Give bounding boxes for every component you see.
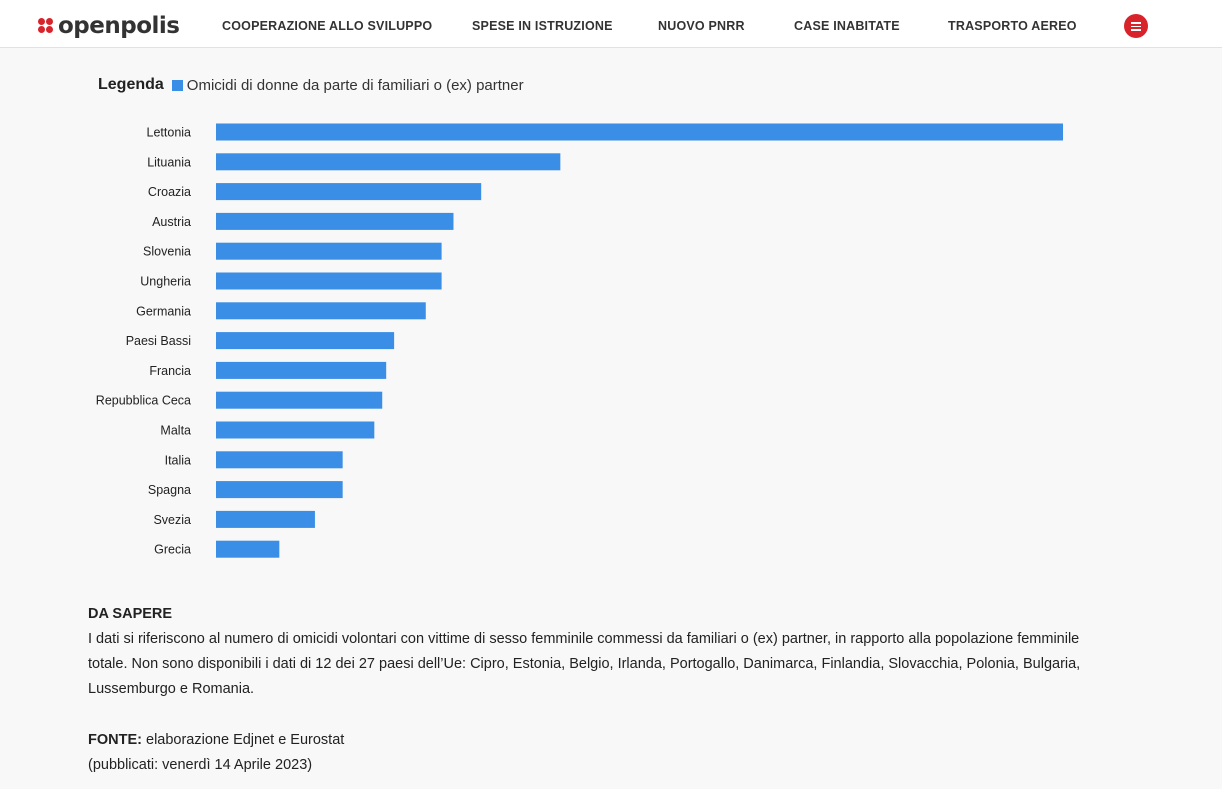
nav-link-nuovo-pnrr[interactable]: NUOVO PNRR <box>658 19 745 33</box>
bar[interactable] <box>216 272 442 290</box>
source-section: FONTE: elaborazione Edjnet e Eurostat (p… <box>88 728 1088 778</box>
bar[interactable] <box>216 421 375 439</box>
bar[interactable] <box>216 361 387 379</box>
bar-chart: Lettonia Lituania Croazia Austria Slovenia Un… <box>96 123 1063 558</box>
source-label: FONTE: <box>88 732 142 748</box>
category-label: Slovenia <box>143 245 191 259</box>
legend-label: Omicidi di donne da parte di familiari o… <box>186 76 524 94</box>
bar[interactable] <box>216 540 280 558</box>
legend-title: Legenda <box>98 76 164 93</box>
published-date: (pubblicati: venerdì 14 Aprile 2023) <box>88 757 313 773</box>
hamburger-menu-icon[interactable] <box>1124 14 1148 38</box>
bar[interactable] <box>216 332 395 350</box>
bar[interactable] <box>216 451 343 469</box>
note-section: DA SAPERE I dati si riferiscono al numer… <box>88 602 1088 702</box>
category-label: Francia <box>149 364 191 378</box>
category-label: Ungheria <box>140 275 191 289</box>
note-heading: DA SAPERE <box>88 606 173 622</box>
bar[interactable] <box>216 153 561 171</box>
bar[interactable] <box>216 212 454 230</box>
openpolis-logo[interactable]: openpolis <box>38 12 180 40</box>
bar[interactable] <box>216 510 315 528</box>
logo-text: openpolis <box>58 13 180 39</box>
category-label: Spagna <box>148 483 191 497</box>
nav-link-case-inabitate[interactable]: CASE INABITATE <box>794 19 900 33</box>
bar[interactable] <box>216 302 426 320</box>
bar[interactable] <box>216 183 482 201</box>
nav-link-cooperazione[interactable]: COOPERAZIONE ALLO SVILUPPO <box>222 19 433 33</box>
category-label: Lettonia <box>147 126 192 140</box>
nav-link-trasporto-aereo[interactable]: TRASPORTO AEREO <box>948 19 1077 33</box>
category-label: Italia <box>165 453 191 467</box>
category-label: Paesi Bassi <box>126 334 191 348</box>
bar[interactable] <box>216 242 442 260</box>
top-navigation-bar: openpolis COOPERAZIONE ALLO SVILUPPO SPE… <box>0 0 1222 48</box>
category-label: Croazia <box>148 185 191 199</box>
chart-legend: Legenda Omicidi di donne da parte di fam… <box>98 75 524 95</box>
source-text: elaborazione Edjnet e Eurostat <box>146 732 345 748</box>
note-text: I dati si riferiscono al numero di omici… <box>88 631 1081 697</box>
bar[interactable] <box>216 123 1063 141</box>
category-label: Repubblica Ceca <box>96 394 191 408</box>
nav-link-spese-istruzione[interactable]: SPESE IN ISTRUZIONE <box>472 19 613 33</box>
category-label: Germania <box>136 304 191 318</box>
category-label: Grecia <box>154 543 191 557</box>
bar[interactable] <box>216 481 343 499</box>
category-label: Austria <box>152 215 191 229</box>
bar[interactable] <box>216 391 383 409</box>
category-label: Malta <box>160 424 191 438</box>
logo-mark-icon <box>38 18 54 34</box>
category-label: Svezia <box>153 513 191 527</box>
legend-swatch <box>171 79 183 91</box>
category-label: Lituania <box>147 155 191 169</box>
